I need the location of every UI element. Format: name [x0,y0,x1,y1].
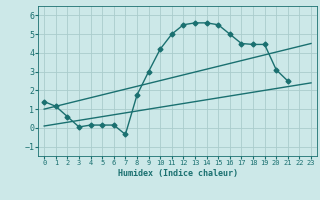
X-axis label: Humidex (Indice chaleur): Humidex (Indice chaleur) [118,169,238,178]
